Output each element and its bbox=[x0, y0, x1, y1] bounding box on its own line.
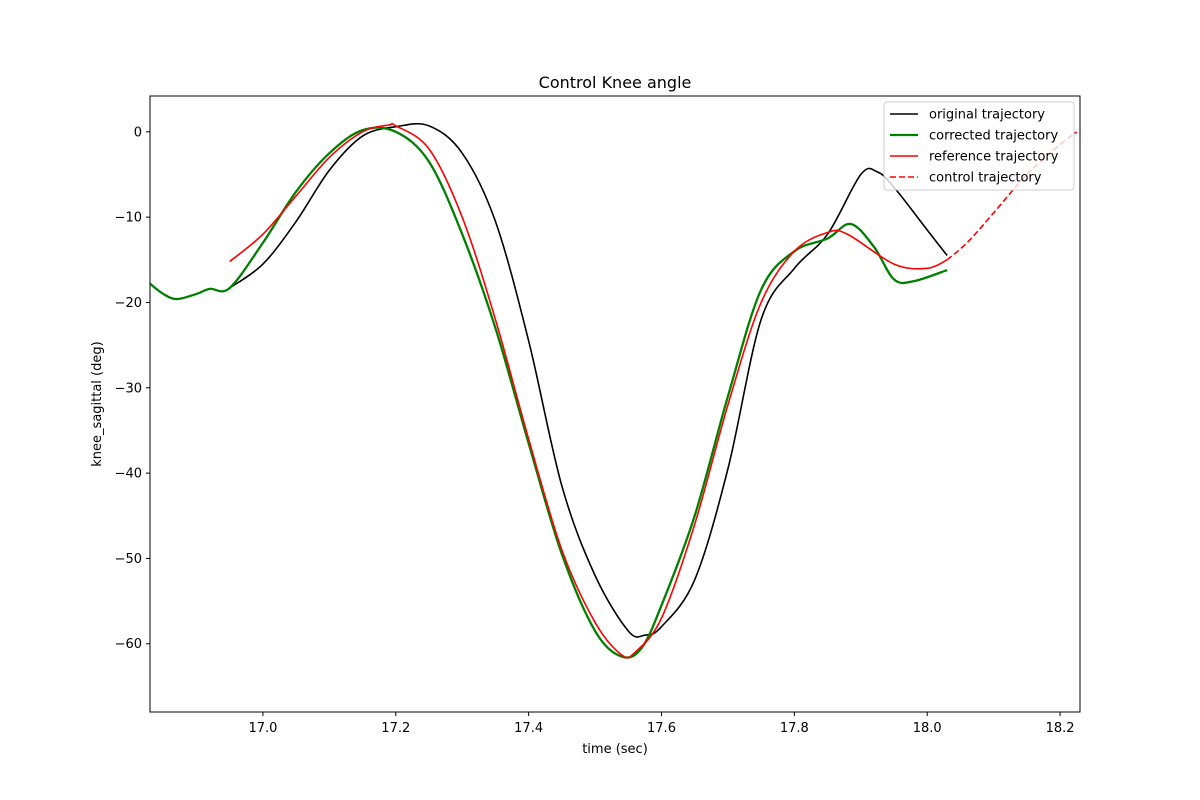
x-tick-label: 18.2 bbox=[1046, 721, 1075, 736]
x-tick-label: 17.2 bbox=[381, 721, 410, 736]
series-line-corrected-trajectory bbox=[150, 126, 948, 659]
y-tick-label: −20 bbox=[115, 296, 142, 311]
plot-lines bbox=[150, 122, 1078, 659]
y-tick-label: −30 bbox=[115, 381, 142, 396]
x-tick-label: 17.8 bbox=[780, 721, 809, 736]
x-axis-label: time (sec) bbox=[582, 742, 648, 757]
y-tick-label: −10 bbox=[115, 211, 142, 226]
x-tick-label: 17.0 bbox=[248, 721, 277, 736]
legend-label-control-trajectory: control trajectory bbox=[929, 171, 1042, 186]
y-tick-label: 0 bbox=[134, 125, 142, 140]
y-axis-label: knee_sagittal (deg) bbox=[90, 341, 105, 466]
legend-label-original-trajectory: original trajectory bbox=[929, 108, 1045, 123]
x-tick-label: 17.4 bbox=[514, 721, 543, 736]
plot-frame bbox=[149, 95, 1081, 713]
series-line-original-trajectory bbox=[229, 122, 948, 638]
x-tick-label: 17.6 bbox=[647, 721, 676, 736]
y-tick-label: −40 bbox=[115, 467, 142, 482]
x-tick-label: 18.0 bbox=[913, 721, 942, 736]
series-line-reference-trajectory bbox=[229, 122, 948, 659]
legend-label-corrected-trajectory: corrected trajectory bbox=[929, 129, 1058, 144]
y-tick-label: −50 bbox=[115, 552, 142, 567]
chart-title: Control Knee angle bbox=[539, 73, 692, 92]
y-axis: 0 −10 −20 −30 −40 −50 −60 bbox=[115, 125, 150, 652]
legend: original trajectory corrected trajectory r… bbox=[883, 101, 1075, 191]
legend-label-reference-trajectory: reference trajectory bbox=[929, 150, 1059, 165]
y-tick-label: −60 bbox=[115, 637, 142, 652]
legend-box bbox=[883, 101, 1075, 191]
x-axis: 17.0 17.2 17.4 17.6 17.8 18.0 18.2 bbox=[248, 712, 1075, 736]
